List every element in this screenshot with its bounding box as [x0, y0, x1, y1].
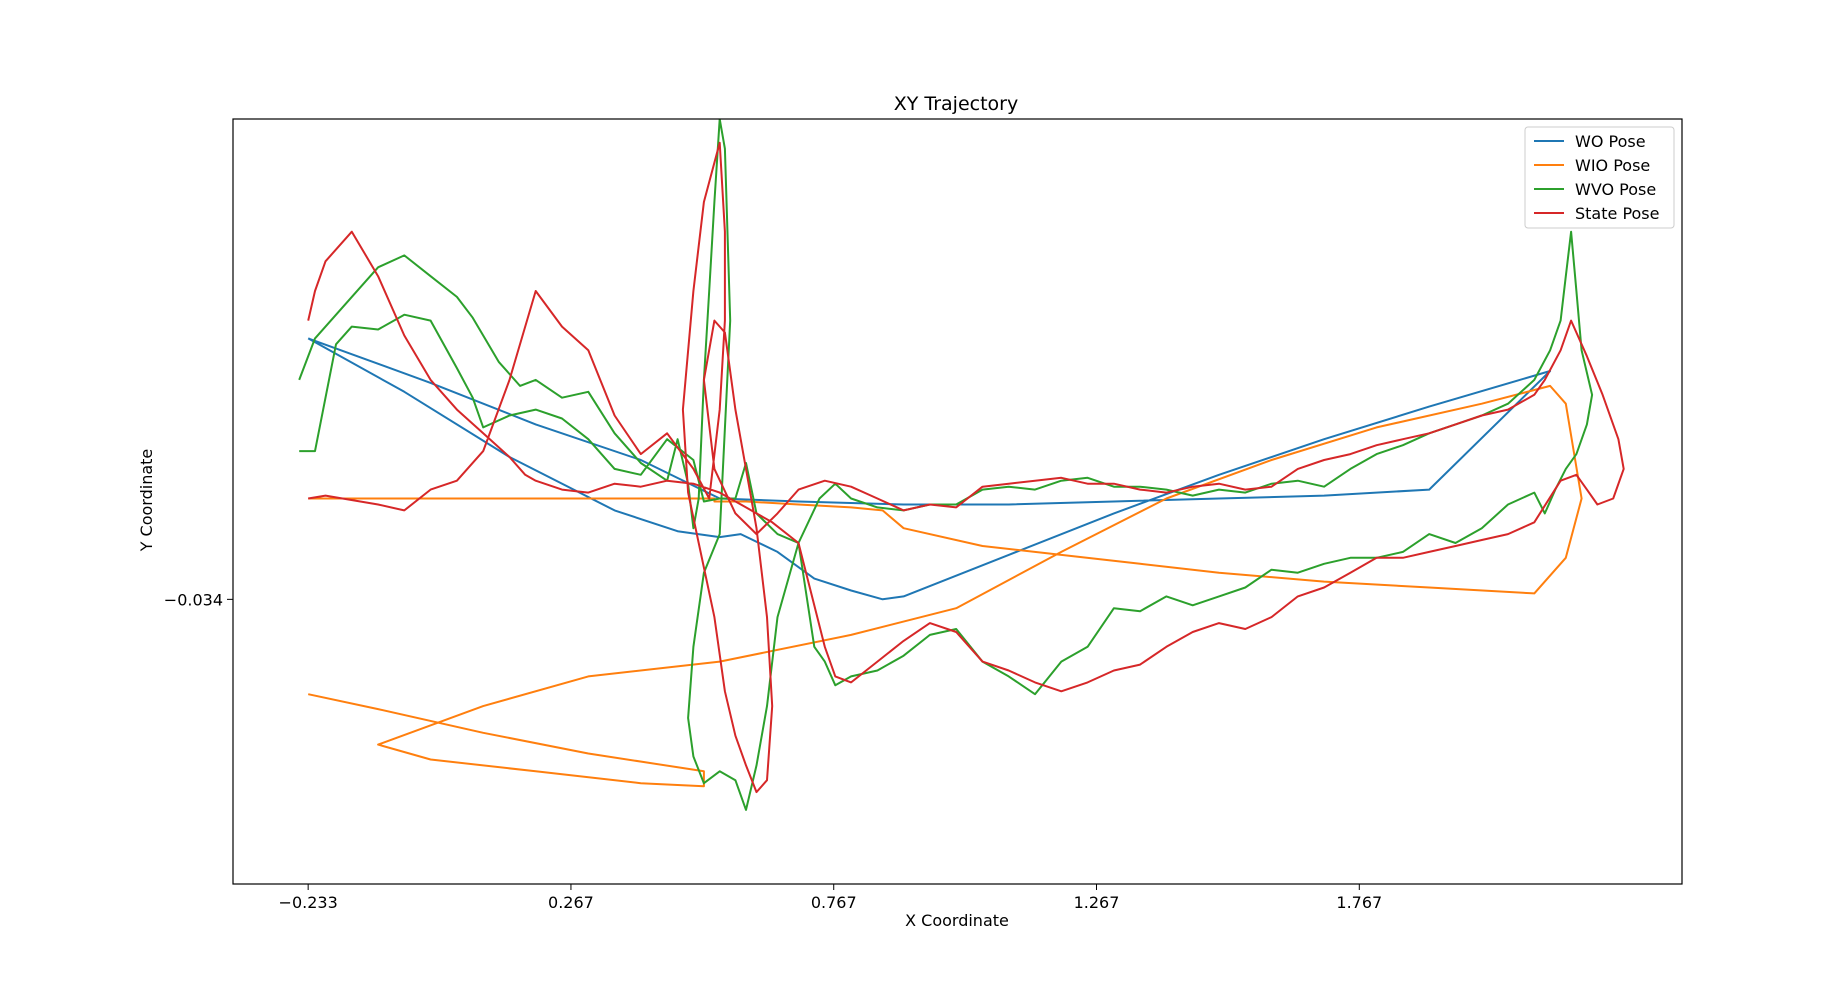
legend-label-2: WVO Pose — [1575, 180, 1656, 199]
x-tick-label: −0.233 — [279, 893, 338, 912]
legend: WO Pose WIO Pose WVO Pose State Pose — [1524, 126, 1675, 229]
x-tick-label: 1.767 — [1336, 893, 1382, 912]
legend-label-0: WO Pose — [1575, 132, 1646, 151]
y-axis: −0.034 — [164, 590, 233, 609]
plot-frame — [232, 118, 1683, 885]
series-layer — [298, 119, 1625, 811]
x-axis-label: X Coordinate — [905, 911, 1009, 930]
series-line-0 — [307, 337, 1552, 601]
chart-title: XY Trajectory — [894, 93, 1018, 115]
legend-box — [1524, 126, 1675, 229]
x-tick-label: 1.267 — [1074, 893, 1120, 912]
series-line-2 — [298, 119, 1594, 811]
x-tick-label: 0.267 — [548, 893, 594, 912]
series-line-3 — [307, 141, 1625, 794]
series-line-1 — [307, 384, 1583, 788]
legend-label-3: State Pose — [1575, 204, 1659, 223]
y-axis-label: Y Coordinate — [137, 449, 156, 553]
x-axis: −0.233 0.267 0.767 1.267 1.767 — [279, 884, 1382, 912]
y-tick-label: −0.034 — [164, 590, 223, 609]
x-tick-label: 0.767 — [811, 893, 857, 912]
legend-label-1: WIO Pose — [1575, 156, 1650, 175]
